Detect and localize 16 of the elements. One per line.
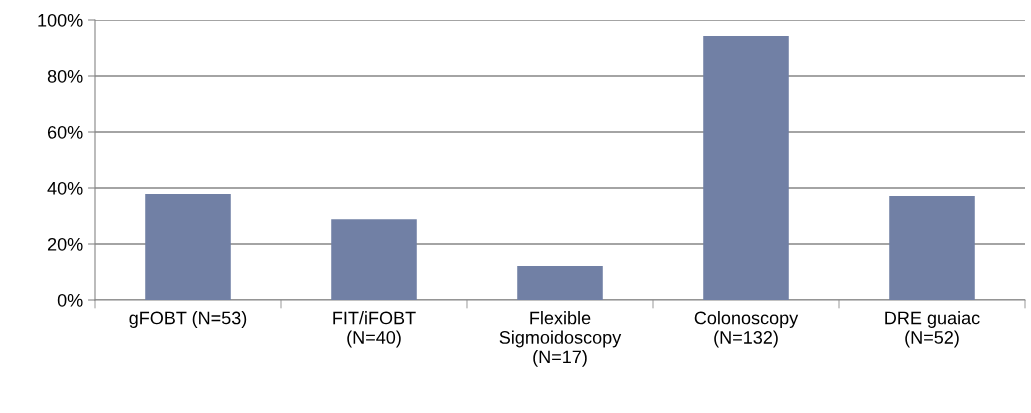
x-tick-label: Flexible Sigmoidoscopy (N=17): [499, 311, 622, 367]
bar: [517, 266, 603, 300]
bar: [889, 196, 975, 300]
y-tick-label: 60%: [47, 125, 83, 139]
y-tick-label: 20%: [47, 237, 83, 251]
y-tick-label: 80%: [47, 69, 83, 83]
bar: [703, 35, 789, 300]
y-tick-label: 100%: [38, 13, 83, 27]
bar: [331, 219, 417, 300]
x-tick-label: Colonoscopy (N=132): [694, 311, 799, 348]
x-tick-label: DRE guaiac (N=52): [885, 311, 980, 348]
x-tick-label: gFOBT (N=53): [129, 311, 247, 328]
y-tick-label: 40%: [47, 181, 83, 195]
bar: [145, 193, 231, 300]
x-tick-label: FIT/iFOBT (N=40): [333, 311, 416, 348]
y-tick-label: 0%: [57, 293, 83, 307]
